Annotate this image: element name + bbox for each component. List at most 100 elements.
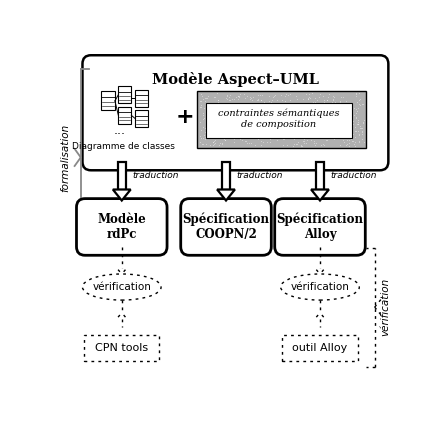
Point: [202, 136, 209, 143]
Text: Spécification
Alloy: Spécification Alloy: [277, 213, 363, 241]
Point: [215, 96, 222, 103]
Point: [244, 139, 251, 146]
Point: [306, 110, 314, 117]
Point: [355, 118, 362, 125]
Text: Diagramme de classes: Diagramme de classes: [72, 142, 175, 151]
Point: [277, 133, 284, 140]
Point: [294, 95, 301, 103]
Point: [299, 142, 306, 149]
Point: [315, 93, 322, 100]
Point: [291, 100, 298, 107]
Point: [310, 118, 318, 125]
Point: [248, 100, 255, 107]
Point: [257, 91, 264, 99]
Point: [208, 133, 215, 140]
Point: [265, 109, 272, 116]
Point: [356, 123, 363, 130]
Point: [252, 106, 259, 113]
Point: [228, 116, 235, 123]
Point: [198, 140, 206, 148]
Point: [327, 131, 334, 138]
Point: [337, 107, 344, 115]
Point: [333, 111, 340, 118]
Point: [196, 119, 203, 126]
Point: [233, 129, 240, 136]
Point: [305, 95, 312, 103]
Point: [212, 107, 219, 115]
Point: [258, 96, 265, 103]
Point: [318, 141, 325, 149]
Point: [211, 125, 218, 132]
Point: [221, 118, 228, 125]
Point: [203, 133, 210, 140]
Point: [340, 121, 348, 128]
Point: [334, 108, 341, 115]
Point: [328, 134, 335, 141]
Point: [352, 110, 359, 117]
Point: [316, 101, 323, 108]
Point: [291, 103, 298, 111]
Point: [301, 140, 308, 147]
Point: [339, 108, 346, 116]
Point: [346, 136, 353, 144]
Point: [243, 123, 250, 130]
Point: [213, 117, 220, 124]
Point: [272, 130, 279, 137]
Point: [294, 120, 301, 127]
Point: [300, 124, 307, 131]
Polygon shape: [113, 190, 131, 201]
Point: [309, 128, 316, 136]
Point: [336, 97, 343, 104]
Point: [277, 102, 284, 109]
Point: [221, 136, 228, 144]
Point: [231, 95, 238, 102]
Point: [346, 122, 353, 129]
Point: [358, 124, 365, 132]
Point: [323, 137, 330, 144]
Point: [257, 103, 264, 111]
Point: [245, 116, 252, 123]
Point: [287, 131, 294, 138]
Point: [233, 107, 240, 114]
Point: [218, 125, 225, 132]
Point: [254, 135, 261, 142]
Point: [295, 138, 302, 145]
Point: [220, 101, 227, 108]
Point: [197, 103, 204, 111]
Point: [356, 131, 363, 138]
Text: ...: ...: [114, 124, 126, 137]
Point: [215, 142, 222, 149]
Point: [258, 138, 265, 145]
Point: [310, 131, 317, 138]
Point: [291, 135, 298, 142]
Point: [254, 91, 262, 98]
Point: [235, 93, 242, 100]
Point: [297, 142, 304, 149]
Bar: [118, 107, 131, 124]
Point: [247, 125, 254, 132]
Point: [281, 119, 288, 126]
Point: [336, 98, 344, 105]
Point: [273, 113, 280, 120]
Point: [330, 115, 337, 122]
Point: [302, 122, 309, 129]
Point: [355, 120, 362, 128]
Point: [222, 111, 229, 118]
Point: [315, 120, 322, 128]
Point: [202, 111, 209, 118]
Point: [356, 130, 363, 137]
Point: [359, 130, 366, 137]
Point: [345, 127, 352, 134]
Point: [243, 137, 250, 145]
Point: [355, 137, 362, 144]
Point: [345, 142, 352, 149]
Point: [224, 135, 231, 142]
Point: [235, 100, 242, 107]
Point: [215, 109, 222, 116]
Point: [333, 109, 340, 116]
Point: [338, 109, 345, 116]
Point: [276, 125, 283, 132]
Point: [283, 90, 290, 97]
Point: [353, 107, 360, 115]
Point: [349, 138, 356, 145]
